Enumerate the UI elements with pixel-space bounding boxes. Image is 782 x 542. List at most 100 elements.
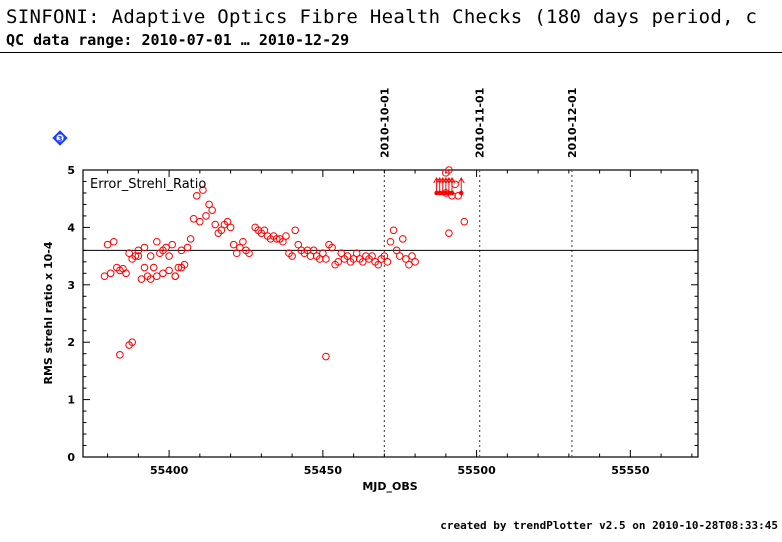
data-point — [159, 269, 167, 278]
data-point — [208, 206, 216, 214]
data-point — [189, 214, 198, 223]
data-point — [100, 272, 109, 280]
x-tick-label: 55550 — [611, 464, 650, 477]
x-axis-label: MJD_OBS — [362, 480, 417, 493]
data-point — [205, 200, 213, 209]
plot-index-badge[interactable]: 3 — [52, 130, 68, 146]
data-point — [125, 249, 133, 258]
data-point — [291, 226, 299, 235]
data-point — [232, 249, 241, 258]
data-point — [217, 226, 226, 235]
data-point — [279, 237, 287, 246]
data-point — [171, 272, 180, 280]
data-point — [245, 249, 253, 258]
clipped-arrow-head — [439, 176, 447, 184]
data-point — [359, 258, 367, 266]
data-point — [368, 252, 376, 260]
data-point — [328, 243, 336, 252]
month-marker-label: 2010-12-01 — [566, 88, 579, 158]
data-point — [239, 237, 247, 246]
data-point — [309, 246, 318, 255]
data-point — [165, 252, 173, 260]
y-tick-label: 3 — [67, 279, 75, 292]
data-point — [103, 240, 112, 249]
data-point — [192, 192, 201, 200]
clipped-markers — [433, 176, 465, 196]
data-point — [134, 252, 143, 260]
data-points — [100, 166, 469, 361]
data-point — [402, 255, 410, 263]
data-point — [140, 263, 149, 272]
data-point — [196, 217, 204, 226]
data-point — [106, 269, 115, 278]
data-point — [392, 246, 401, 255]
data-point — [445, 229, 453, 237]
legend-label: Error_Strehl_Ratio — [90, 177, 206, 192]
y-axis-label: RMS strehl ratio x 10-4 — [42, 241, 55, 384]
data-point — [137, 275, 146, 283]
month-marker-label: 2010-10-01 — [378, 88, 391, 158]
data-point — [140, 243, 149, 252]
data-point — [146, 275, 155, 283]
data-point — [411, 258, 419, 266]
data-point — [374, 260, 383, 269]
data-point — [260, 226, 269, 235]
data-point — [131, 252, 140, 260]
title-divider — [0, 52, 782, 53]
data-point — [337, 249, 346, 258]
x-tick-label: 55400 — [150, 464, 189, 477]
data-point — [122, 269, 130, 278]
data-point — [153, 237, 161, 246]
data-point — [445, 166, 453, 174]
data-point — [454, 192, 462, 200]
y-axis: 0 1 2 3 4 5 — [67, 164, 698, 464]
data-point — [408, 252, 416, 260]
data-point — [116, 351, 124, 359]
data-point — [229, 240, 238, 249]
data-point — [159, 246, 167, 255]
plot-index-badge-label: 3 — [58, 135, 63, 143]
data-point — [109, 237, 118, 246]
x-axis: 55400 55450 55500 55550 — [107, 170, 693, 477]
qc-data-range: QC data range: 2010-07-01 … 2010-12-29 — [6, 31, 350, 49]
data-point — [168, 240, 176, 249]
data-point — [177, 246, 186, 255]
x-tick-label: 55500 — [457, 464, 496, 477]
y-tick-label: 0 — [67, 451, 75, 464]
y-tick-label: 1 — [67, 394, 75, 407]
data-point — [174, 263, 183, 272]
footer-credit: created by trendPlotter v2.5 on 2010-10-… — [440, 519, 778, 532]
plot-index-badge-circle — [56, 134, 64, 142]
data-point — [294, 240, 303, 249]
data-point — [352, 249, 361, 258]
data-point — [322, 352, 330, 361]
data-point — [236, 243, 244, 252]
data-point — [211, 220, 220, 229]
data-point — [223, 217, 232, 226]
clipped-arrow-head — [442, 176, 450, 184]
data-point — [395, 252, 404, 260]
plot-frame — [82, 169, 699, 458]
data-point — [288, 252, 296, 260]
data-point — [386, 237, 395, 246]
month-markers: 2010-10-01 2010-11-01 2010-12-01 — [378, 88, 579, 457]
y-tick-label: 2 — [67, 336, 75, 349]
clipped-arrow-head — [436, 176, 444, 184]
data-point — [399, 235, 407, 243]
data-point — [226, 223, 235, 232]
month-marker-label: 2010-11-01 — [474, 88, 487, 158]
clipped-arrow-head — [457, 176, 465, 184]
data-point — [380, 252, 389, 260]
page-title: SINFONI: Adaptive Optics Fibre Health Ch… — [6, 6, 758, 28]
data-point — [177, 263, 186, 272]
data-point — [451, 180, 459, 189]
data-point — [272, 235, 281, 243]
data-point — [134, 246, 143, 255]
data-point — [153, 272, 161, 280]
data-point — [343, 252, 352, 260]
data-point — [165, 266, 173, 275]
x-tick-label: 55450 — [304, 464, 343, 477]
clipped-arrow-head — [448, 176, 456, 184]
y-tick-label: 5 — [67, 164, 75, 177]
data-point — [186, 235, 195, 243]
